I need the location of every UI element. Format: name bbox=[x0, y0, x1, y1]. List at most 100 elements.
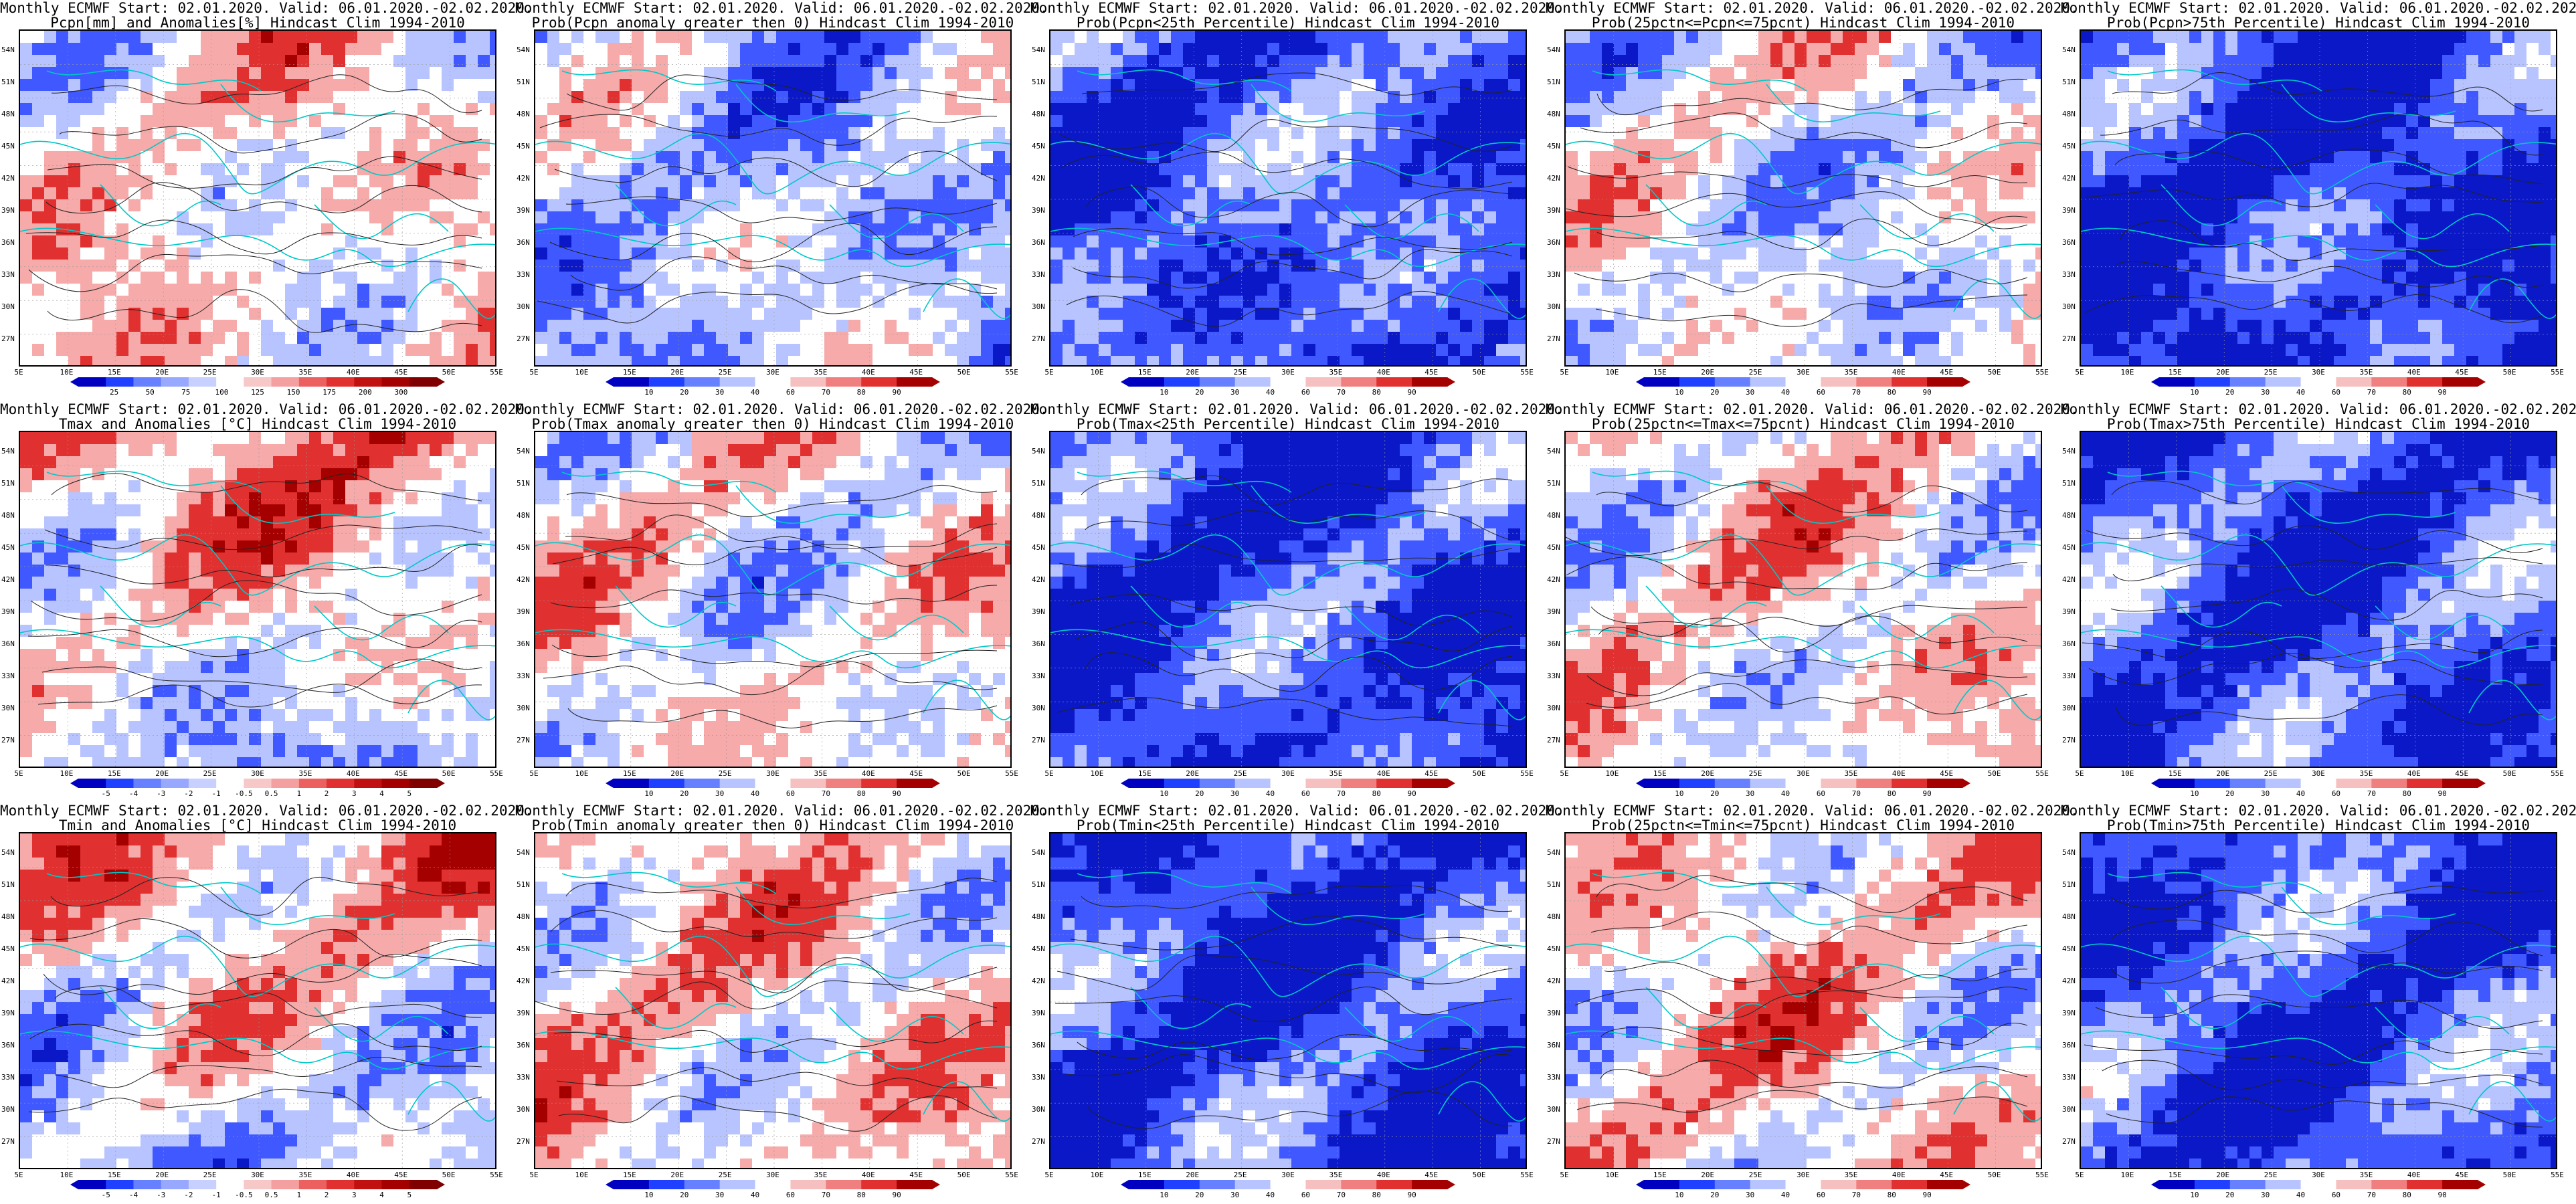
longitude-label: 20E bbox=[1701, 1171, 1715, 1179]
colorbar-tick-label: 30 bbox=[1746, 388, 1755, 397]
latitude-label: 30N bbox=[1, 302, 15, 311]
panel-title-line2: Tmax and Anomalies [°C] Hindcast Clim 19… bbox=[58, 416, 457, 432]
longitude-label: 10E bbox=[575, 1171, 589, 1179]
colorbar-tick-label: 175 bbox=[323, 388, 337, 397]
latitude-label: 36N bbox=[2062, 1041, 2076, 1049]
longitude-label: 5E bbox=[1560, 769, 1569, 778]
latitude-label: 42N bbox=[1547, 174, 1560, 183]
latitude-label: 39N bbox=[1, 206, 15, 215]
longitude-label: 50E bbox=[957, 769, 971, 778]
colorbar-tick-label: 80 bbox=[1372, 789, 1381, 798]
colorbar-tick-label: 10 bbox=[644, 1191, 654, 1199]
longitude-label: 40E bbox=[1892, 1171, 1906, 1179]
colorbar-tick-label: 80 bbox=[856, 1191, 866, 1199]
latitude-label: 45N bbox=[1, 142, 15, 150]
colorbar-tick-label: 60 bbox=[1816, 789, 1826, 798]
longitude-label: 50E bbox=[442, 1171, 456, 1179]
latitude-label: 39N bbox=[1547, 607, 1560, 616]
longitude-label: 40E bbox=[861, 1171, 875, 1179]
longitude-label: 35E bbox=[1844, 1171, 1858, 1179]
colorbar-tick-label: 20 bbox=[680, 388, 689, 397]
latitude-label: 27N bbox=[1032, 736, 1045, 744]
longitude-label: 5E bbox=[14, 368, 23, 377]
longitude-label: 40E bbox=[861, 769, 875, 778]
colorbar bbox=[1121, 377, 1455, 387]
longitude-label: 55E bbox=[1520, 769, 1534, 778]
map-field bbox=[1049, 431, 1527, 768]
latitude-label: 36N bbox=[517, 238, 530, 247]
colorbar-tick-label: 70 bbox=[2367, 388, 2376, 397]
map-field bbox=[19, 832, 496, 1169]
longitude-label: 35E bbox=[1844, 368, 1858, 377]
latitude-label: 30N bbox=[1547, 1105, 1560, 1114]
longitude-label: 30E bbox=[766, 368, 779, 377]
colorbar-tick-label: 40 bbox=[1265, 388, 1275, 397]
colorbar-tick-label: 90 bbox=[1407, 789, 1416, 798]
colorbar-tick-label: 90 bbox=[1922, 388, 1932, 397]
longitude-label: 30E bbox=[251, 368, 264, 377]
colorbar-tick-label: 70 bbox=[821, 789, 830, 798]
latitude-label: 36N bbox=[2062, 238, 2076, 247]
map-field bbox=[19, 29, 496, 367]
colorbar-tick-label: -4 bbox=[128, 789, 139, 798]
colorbar bbox=[2151, 779, 2486, 788]
colorbar-tick-label: 30 bbox=[715, 1191, 725, 1199]
colorbar-tick-label: 90 bbox=[1922, 789, 1932, 798]
colorbar-tick-label: 90 bbox=[892, 789, 901, 798]
colorbar-tick-label: 3 bbox=[351, 789, 357, 798]
latitude-label: 42N bbox=[1032, 575, 1045, 584]
latitude-label: 54N bbox=[1, 45, 15, 54]
latitude-label: 27N bbox=[517, 736, 530, 744]
panel-title-line2: Pcpn[mm] and Anomalies[%] Hindcast Clim … bbox=[50, 15, 465, 31]
colorbar-tick-label: 75 bbox=[181, 388, 191, 397]
longitude-label: 10E bbox=[1090, 368, 1104, 377]
panel-title-line2: Prob(Pcpn anomaly greater then 0) Hindca… bbox=[531, 15, 1014, 31]
longitude-label: 40E bbox=[2407, 1171, 2421, 1179]
colorbar-tick-label: 70 bbox=[821, 388, 830, 397]
colorbar-tick-label: 200 bbox=[358, 388, 372, 397]
longitude-label: 35E bbox=[1329, 368, 1343, 377]
colorbar-tick-label: -3 bbox=[157, 1191, 166, 1199]
latitude-label: 36N bbox=[1547, 639, 1560, 648]
colorbar-tick-label: 60 bbox=[2331, 789, 2341, 798]
colorbar bbox=[70, 779, 445, 788]
latitude-label: 45N bbox=[1547, 142, 1560, 150]
colorbar-tick-label: 20 bbox=[2225, 789, 2235, 798]
latitude-label: 30N bbox=[517, 704, 530, 712]
longitude-label: 25E bbox=[718, 368, 732, 377]
colorbar bbox=[70, 377, 445, 387]
latitude-label: 27N bbox=[517, 334, 530, 343]
colorbar-tick-label: 10 bbox=[1675, 789, 1684, 798]
longitude-label: 45E bbox=[1940, 1171, 1954, 1179]
latitude-label: 51N bbox=[2062, 880, 2076, 889]
longitude-label: 15E bbox=[1137, 1171, 1152, 1179]
longitude-label: 15E bbox=[1137, 368, 1152, 377]
colorbar-tick-label: 70 bbox=[2367, 789, 2376, 798]
longitude-label: 45E bbox=[1424, 769, 1439, 778]
colorbar-tick-label: 40 bbox=[750, 789, 760, 798]
longitude-label: 30E bbox=[766, 1171, 779, 1179]
latitude-label: 39N bbox=[517, 1009, 530, 1017]
colorbar-tick-label: 30 bbox=[1746, 789, 1755, 798]
longitude-label: 45E bbox=[394, 1171, 408, 1179]
longitude-label: 5E bbox=[2075, 769, 2084, 778]
colorbar bbox=[2151, 377, 2486, 387]
latitude-label: 39N bbox=[1, 607, 15, 616]
longitude-label: 25E bbox=[1233, 1171, 1247, 1179]
longitude-label: 15E bbox=[107, 769, 121, 778]
longitude-label: 20E bbox=[155, 1171, 169, 1179]
longitude-label: 55E bbox=[2551, 368, 2564, 377]
longitude-label: 55E bbox=[2035, 769, 2049, 778]
longitude-label: 55E bbox=[1005, 769, 1018, 778]
latitude-label: 45N bbox=[1032, 142, 1045, 150]
panel-title-line1: Monthly ECMWF Start: 02.01.2020. Valid: … bbox=[1030, 0, 1564, 16]
latitude-label: 48N bbox=[1032, 110, 1045, 118]
map-svg bbox=[535, 31, 1010, 365]
colorbar bbox=[1636, 377, 1970, 387]
latitude-label: 54N bbox=[2062, 45, 2076, 54]
longitude-label: 50E bbox=[1987, 368, 2001, 377]
latitude-label: 45N bbox=[1, 543, 15, 552]
colorbar-tick-label: 90 bbox=[1407, 1191, 1416, 1199]
longitude-label: 10E bbox=[2120, 368, 2134, 377]
longitude-label: 20E bbox=[1186, 1171, 1200, 1179]
